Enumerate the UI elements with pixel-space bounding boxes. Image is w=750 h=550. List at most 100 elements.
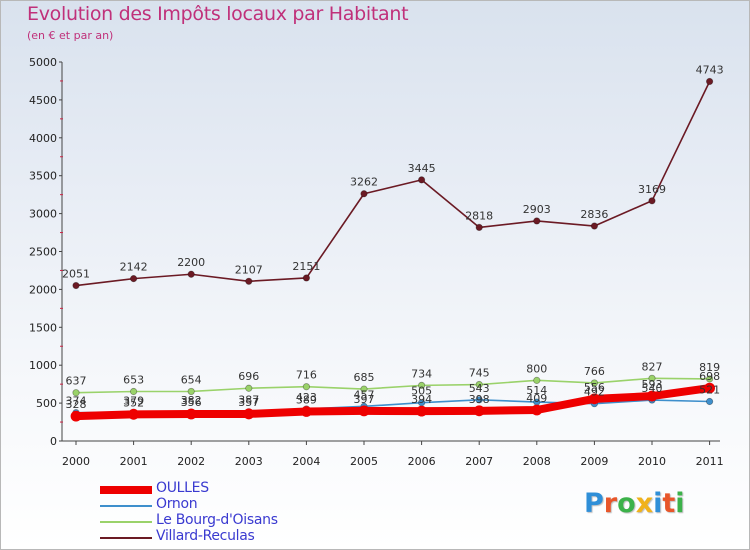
data-point-le-bourg-d-oisans: [533, 376, 541, 384]
legend-swatch: [100, 505, 152, 507]
data-point-ornon: [705, 397, 714, 406]
x-tick-label: 2000: [62, 455, 90, 468]
legend-swatch: [100, 537, 152, 539]
data-label-villard-reculas: 2107: [235, 263, 263, 276]
chart-series: [70, 77, 715, 422]
data-point-oulles: [704, 382, 715, 394]
data-label-ornon: 543: [469, 382, 490, 395]
logo-letter: t: [662, 488, 676, 519]
data-point-le-bourg-d-oisans: [705, 375, 714, 383]
data-point-le-bourg-d-oisans: [302, 383, 310, 391]
data-label-ornon: 423: [296, 391, 317, 404]
data-label-oulles: 356: [181, 396, 202, 409]
data-label-ornon: 492: [584, 386, 605, 399]
logo-letter: i: [675, 488, 685, 519]
data-label-le-bourg-d-oisans: 637: [66, 375, 87, 388]
data-label-le-bourg-d-oisans: 653: [123, 374, 144, 387]
y-tick-label: 4000: [29, 132, 57, 145]
data-label-oulles: 389: [296, 394, 317, 407]
data-point-le-bourg-d-oisans: [590, 379, 599, 387]
data-point-villard-reculas: [475, 223, 483, 231]
data-label-oulles: 397: [354, 393, 375, 406]
data-label-oulles: 556: [584, 381, 605, 394]
data-label-ornon: 457: [354, 388, 375, 401]
data-label-le-bourg-d-oisans: 800: [526, 362, 547, 375]
data-point-le-bourg-d-oisans: [245, 384, 253, 392]
data-point-villard-reculas: [648, 197, 656, 205]
data-label-le-bourg-d-oisans: 696: [238, 370, 259, 383]
data-label-villard-reculas: 2818: [465, 209, 493, 222]
y-tick-label: 500: [36, 397, 57, 410]
x-tick-label: 2007: [465, 455, 493, 468]
logo-letter: o: [617, 488, 636, 519]
y-tick-label: 4500: [29, 94, 57, 107]
data-point-le-bourg-d-oisans: [187, 387, 195, 396]
chart-subtitle: (en € et par an): [27, 29, 114, 42]
data-point-villard-reculas: [533, 217, 541, 225]
data-label-villard-reculas: 2836: [580, 208, 608, 221]
y-tick-label: 2500: [29, 246, 57, 259]
y-tick-label: 3000: [29, 208, 57, 221]
data-point-villard-reculas: [130, 275, 138, 283]
data-point-villard-reculas: [187, 270, 195, 278]
data-label-le-bourg-d-oisans: 766: [584, 365, 605, 378]
data-label-villard-reculas: 2142: [120, 261, 148, 274]
x-tick-label: 2002: [177, 455, 205, 468]
data-label-villard-reculas: 2200: [177, 256, 205, 269]
logo-letter: x: [635, 488, 654, 519]
logo-letter: r: [603, 488, 618, 519]
data-point-oulles: [128, 408, 140, 420]
data-point-le-bourg-d-oisans: [648, 374, 656, 382]
logo-letter: i: [653, 488, 663, 519]
data-point-le-bourg-d-oisans: [72, 389, 80, 397]
data-label-le-bourg-d-oisans: 734: [411, 367, 432, 380]
y-tick-label: 5000: [29, 56, 57, 69]
data-label-le-bourg-d-oisans: 745: [469, 367, 490, 380]
data-label-ornon: 514: [526, 384, 547, 397]
data-label-oulles: 394: [411, 393, 432, 406]
data-label-oulles: 357: [238, 396, 259, 409]
y-tick-label: 1500: [29, 321, 57, 334]
data-point-oulles: [300, 406, 312, 417]
y-tick-label: 1000: [29, 359, 57, 372]
data-point-oulles: [646, 390, 658, 402]
data-label-ornon: 374: [66, 395, 87, 408]
x-tick-label: 2011: [696, 455, 724, 468]
x-tick-label: 2005: [350, 455, 378, 468]
legend-label: OULLES: [156, 480, 209, 496]
data-point-oulles: [473, 405, 485, 417]
data-point-oulles: [185, 408, 197, 420]
y-tick-label: 2000: [29, 283, 57, 296]
legend-label: Villard-Reculas: [156, 528, 255, 544]
series-line-villard-reculas: [75, 80, 711, 287]
data-label-le-bourg-d-oisans: 827: [642, 360, 663, 373]
x-tick-label: 2006: [408, 455, 436, 468]
data-label-oulles: 328: [66, 398, 87, 411]
x-tick-label: 2008: [523, 455, 551, 468]
x-tick-label: 2001: [120, 455, 148, 468]
data-point-villard-reculas: [590, 222, 599, 230]
data-label-ornon: 540: [642, 382, 663, 395]
legend-label: Le Bourg-d'Oisans: [156, 512, 278, 528]
data-point-le-bourg-d-oisans: [417, 381, 426, 389]
series-line-le-bourg-d-oisans: [75, 377, 711, 394]
y-tick-label: 3500: [29, 170, 57, 183]
data-label-villard-reculas: 2051: [62, 268, 90, 281]
chart-data-labels: 2051 2142 2200 2107 2151 3262 3445 2818 2903 2836…: [62, 63, 724, 411]
data-point-villard-reculas: [245, 277, 253, 285]
data-point-oulles: [243, 408, 255, 420]
data-label-le-bourg-d-oisans: 716: [296, 369, 317, 382]
legend-label: Ornon: [156, 496, 198, 512]
data-point-oulles: [358, 405, 370, 417]
legend-swatch: [100, 486, 152, 494]
data-point-oulles: [70, 410, 82, 422]
data-point-villard-reculas: [360, 190, 368, 198]
data-label-ornon: 505: [411, 385, 432, 398]
data-label-villard-reculas: 3169: [638, 183, 666, 196]
chart-title: Evolution des Impôts locaux par Habitant: [27, 3, 409, 25]
data-label-le-bourg-d-oisans: 654: [181, 373, 202, 386]
y-tick-label: 0: [50, 435, 57, 448]
data-point-le-bourg-d-oisans: [475, 380, 483, 389]
